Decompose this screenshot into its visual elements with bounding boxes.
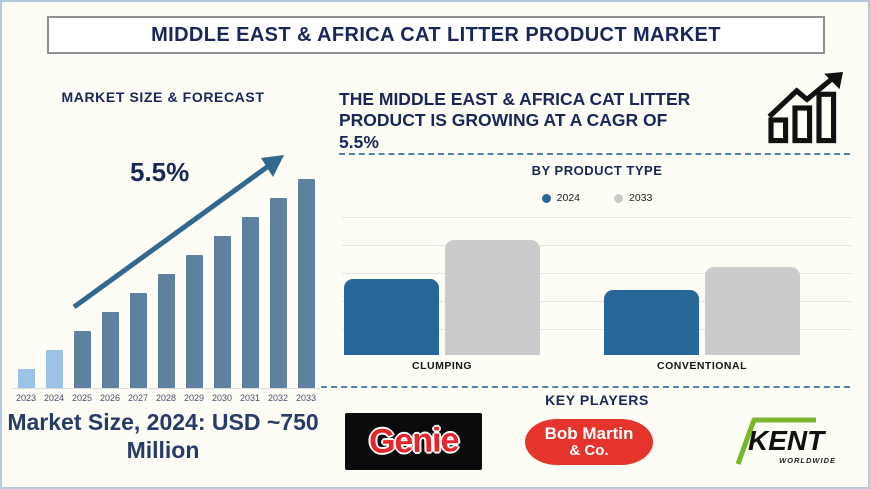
- x-tick-label-2024: 2024: [43, 393, 65, 403]
- product-type-heading: BY PRODUCT TYPE: [531, 163, 663, 178]
- bar-conventional-2033: [705, 267, 800, 355]
- legend-dot-2033: [614, 193, 623, 203]
- x-tick-label-2031: 2031: [239, 393, 261, 403]
- bar-clumping-2024: [344, 279, 439, 355]
- forecast-bar-2027: [129, 293, 147, 388]
- growth-chart-icon: [767, 72, 843, 144]
- gridline: [342, 217, 852, 218]
- gridline: [342, 329, 852, 330]
- forecast-bar-2028: [157, 274, 175, 388]
- forecast-bar-2025: [73, 331, 91, 388]
- x-tick-label-2029: 2029: [183, 393, 205, 403]
- x-tick-label-2030: 2030: [211, 393, 233, 403]
- cagr-statement: THE MIDDLE EAST & AFRICA CAT LITTER PROD…: [339, 89, 769, 153]
- kent-logo-text: KENT: [748, 425, 825, 456]
- page-title: MIDDLE EAST & AFRICA CAT LITTER PRODUCT …: [47, 16, 825, 54]
- x-tick-label-2027: 2027: [127, 393, 149, 403]
- forecast-bar-2023: [17, 369, 35, 388]
- x-tick-label-2032: 2032: [267, 393, 289, 403]
- kent-swoosh-icon: [735, 417, 816, 465]
- cagr-statement-line2: PRODUCT IS GROWING AT A CAGR OF: [339, 110, 668, 131]
- kent-logo-subtext: WORLDWIDE: [779, 456, 836, 465]
- forecast-bar-column-2024: [40, 350, 68, 388]
- forecast-bar-2026: [101, 312, 119, 388]
- forecast-bar-column-2023: [12, 369, 40, 388]
- cagr-statement-line1: THE MIDDLE EAST & AFRICA CAT LITTER: [339, 89, 691, 109]
- forecast-bar-column-2027: [124, 293, 152, 388]
- dashed-separator-bottom: [321, 386, 850, 388]
- gridline: [342, 273, 852, 274]
- x-tick-label-2026: 2026: [99, 393, 121, 403]
- forecast-bar-column-2033: [292, 179, 320, 388]
- forecast-bar-column-2029: [180, 255, 208, 388]
- logo-genie: Genie: [345, 413, 482, 470]
- logo-bob-martin: Bob Martin & Co.: [525, 419, 653, 465]
- forecast-bars: [12, 176, 320, 389]
- growth-rate-label: 5.5%: [130, 157, 190, 187]
- x-tick-label-2028: 2028: [155, 393, 177, 403]
- bar-clumping-2033: [445, 240, 540, 355]
- market-size-forecast-chart: 2023 2024 2025 2026 2027 2028 2029 2030 2031 2032…: [12, 176, 320, 403]
- dashed-separator-top: [339, 153, 850, 155]
- bob-martin-logo-line2: & Co.: [569, 442, 609, 460]
- bob-martin-logo-line1: Bob Martin: [544, 424, 634, 444]
- forecast-bar-2033: [297, 179, 315, 388]
- bar-conventional-2024: [604, 290, 699, 355]
- forecast-bar-column-2032: [264, 198, 292, 388]
- forecast-x-axis-labels: 2023 2024 2025 2026 2027 2028 2029 2030 2031 2032…: [12, 389, 320, 403]
- market-size-note: Market Size, 2024: USD ~750 Million: [7, 409, 319, 464]
- forecast-bar-2031: [241, 217, 259, 388]
- forecast-bar-column-2026: [96, 312, 124, 388]
- category-label-conventional: CONVENTIONAL: [657, 360, 747, 372]
- legend-item-2033: 2033: [614, 192, 652, 204]
- gridline: [342, 245, 852, 246]
- forecast-bar-2024: [45, 350, 63, 388]
- key-players-heading: KEY PLAYERS: [545, 392, 649, 408]
- cagr-statement-line3: 5.5%: [339, 131, 379, 152]
- legend-item-2024: 2024: [541, 192, 580, 204]
- x-tick-label-2023: 2023: [15, 393, 37, 403]
- genie-logo-text: Genie: [368, 421, 459, 461]
- legend-label-2024: 2024: [556, 192, 580, 204]
- gridline: [342, 301, 852, 302]
- logo-kent: KENT WORLDWIDE: [730, 412, 842, 474]
- forecast-bar-column-2028: [152, 274, 180, 388]
- product-type-chart: [342, 212, 852, 355]
- forecast-bar-2032: [269, 198, 287, 388]
- forecast-bar-column-2031: [236, 217, 264, 388]
- legend-label-2033: 2033: [629, 192, 653, 204]
- market-size-forecast-heading: MARKET SIZE & FORECAST: [61, 89, 265, 105]
- forecast-bar-column-2030: [208, 236, 236, 388]
- forecast-bar-2030: [213, 236, 231, 388]
- product-type-legend: 2024 2033: [342, 192, 852, 204]
- category-label-clumping: CLUMPING: [412, 360, 472, 372]
- forecast-bar-column-2025: [68, 331, 96, 388]
- x-tick-label-2033: 2033: [295, 393, 317, 403]
- legend-dot-2024: [541, 193, 551, 203]
- x-tick-label-2025: 2025: [71, 393, 93, 403]
- forecast-bar-2029: [185, 255, 203, 388]
